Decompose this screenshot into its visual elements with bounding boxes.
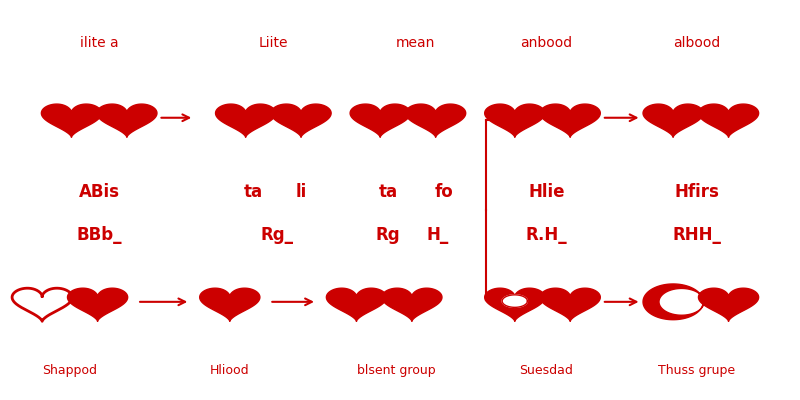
Text: li: li [295, 183, 306, 201]
Polygon shape [326, 288, 386, 321]
Polygon shape [540, 288, 600, 321]
Text: anbood: anbood [520, 36, 573, 50]
Text: R.H_: R.H_ [526, 226, 567, 244]
Text: fo: fo [434, 183, 453, 201]
Polygon shape [643, 104, 703, 137]
Polygon shape [200, 288, 260, 321]
Polygon shape [502, 295, 527, 307]
Text: ilite a: ilite a [80, 36, 118, 50]
Polygon shape [485, 288, 545, 321]
Text: Liite: Liite [258, 36, 288, 50]
Text: albood: albood [674, 36, 721, 50]
Polygon shape [271, 104, 331, 137]
Polygon shape [698, 104, 758, 137]
Polygon shape [382, 288, 442, 321]
Text: RHH_: RHH_ [673, 226, 722, 244]
Text: Thuss grupe: Thuss grupe [658, 364, 735, 377]
Polygon shape [485, 104, 545, 137]
Text: Hfirs: Hfirs [674, 183, 719, 201]
Polygon shape [67, 288, 128, 321]
Polygon shape [698, 288, 758, 321]
Polygon shape [406, 104, 466, 137]
Text: Hlie: Hlie [528, 183, 565, 201]
Text: H_: H_ [427, 226, 449, 244]
Text: Shappod: Shappod [42, 364, 98, 377]
Text: ta: ta [244, 183, 263, 201]
Polygon shape [215, 104, 276, 137]
Text: ABis: ABis [78, 183, 120, 201]
Text: Rg_: Rg_ [261, 226, 294, 244]
Polygon shape [643, 284, 704, 320]
Text: BBb_: BBb_ [77, 226, 122, 244]
Polygon shape [97, 104, 157, 137]
Text: mean: mean [396, 36, 435, 50]
Polygon shape [540, 104, 600, 137]
Text: Rg: Rg [376, 226, 401, 244]
Polygon shape [42, 104, 102, 137]
Polygon shape [350, 104, 410, 137]
Text: Suesdad: Suesdad [519, 364, 574, 377]
Text: Hliood: Hliood [210, 364, 250, 377]
Text: blsent group: blsent group [357, 364, 435, 377]
Text: ta: ta [378, 183, 398, 201]
